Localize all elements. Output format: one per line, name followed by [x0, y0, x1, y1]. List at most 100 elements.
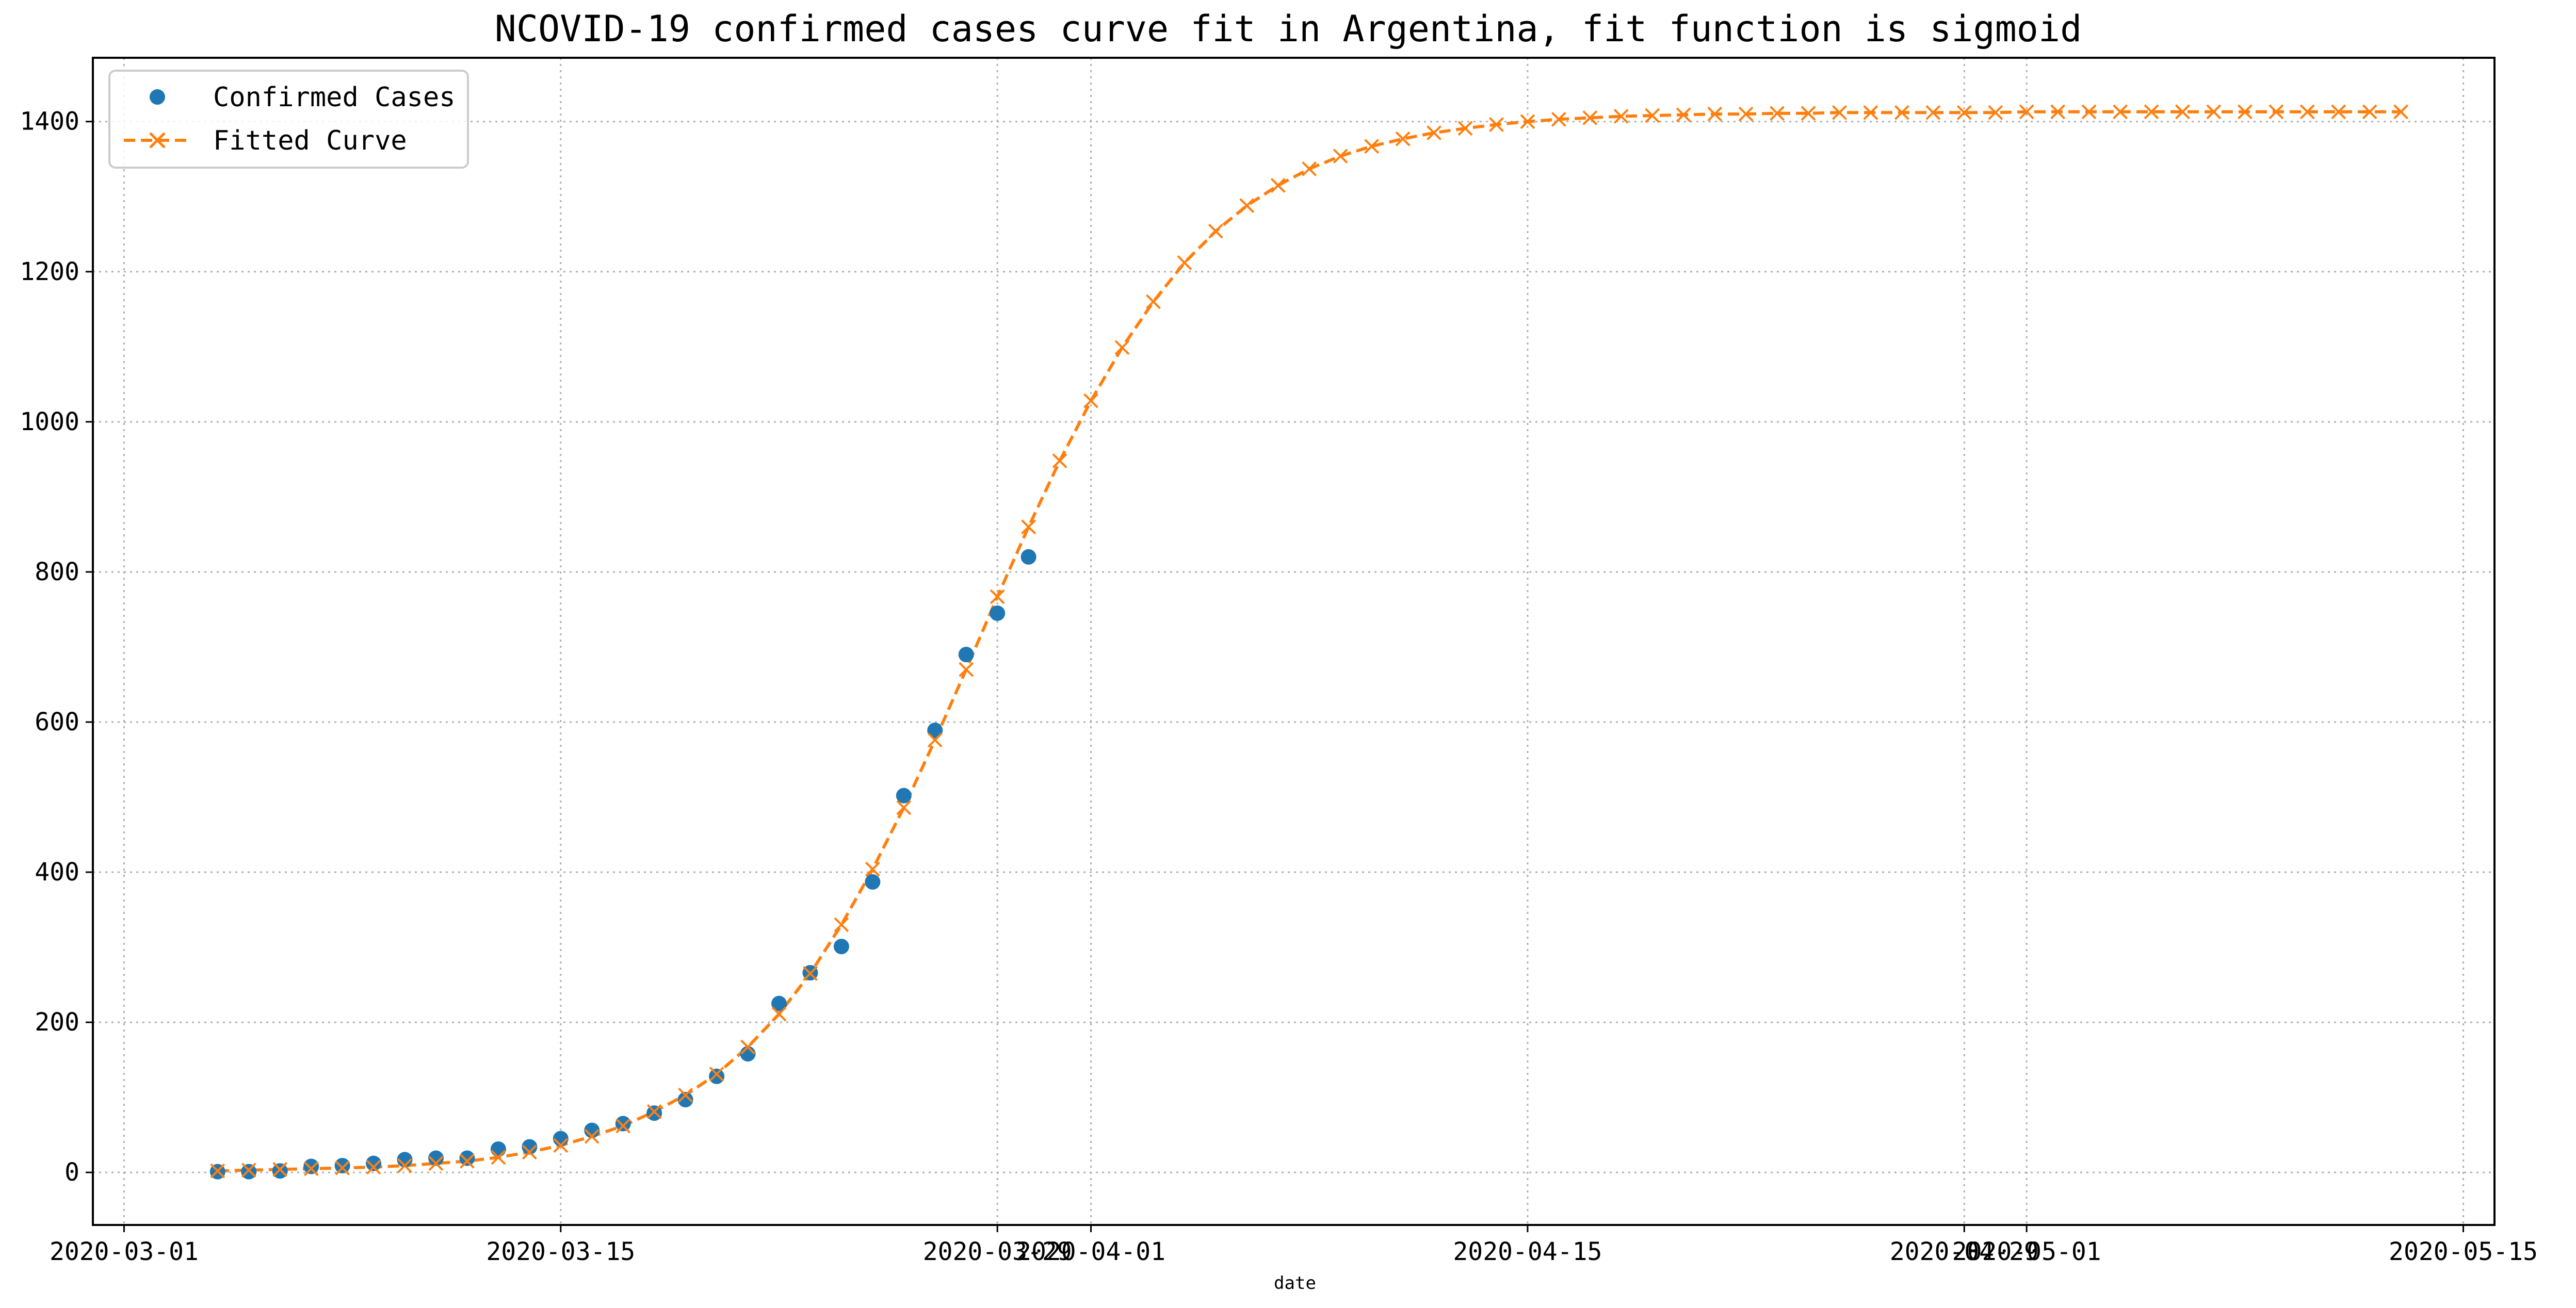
y-tick-label: 1400 [20, 107, 79, 136]
confirmed-cases-point [428, 1150, 444, 1166]
legend-marker-confirmed-cases [150, 89, 165, 105]
fitted-curve-marker [335, 1160, 350, 1175]
confirmed-cases-point [490, 1141, 506, 1157]
fitted-curve-marker [1894, 105, 1909, 120]
fitted-curve-marker [210, 1163, 225, 1179]
x-tick-label: 2020-05-01 [1952, 1237, 2101, 1266]
legend-label-confirmed-cases: Confirmed Cases [213, 82, 456, 113]
fitted-curve-marker [2050, 104, 2066, 120]
fitted-curve-marker [740, 1039, 755, 1055]
confirmed-cases-point [241, 1164, 257, 1180]
confirmed-cases-point [522, 1139, 538, 1155]
y-tick-label: 800 [35, 558, 79, 586]
fitted-curve-marker [865, 861, 880, 877]
legend-box [108, 70, 469, 169]
fitted-curve-marker [1302, 161, 1317, 176]
x-tick-label: 2020-04-29 [1890, 1237, 2039, 1266]
fitted-curve-marker [2362, 104, 2377, 120]
fitted-curve-marker [272, 1162, 288, 1177]
fitted-curve-marker [1083, 393, 1098, 408]
x-tick-label: 2020-05-15 [2389, 1237, 2538, 1266]
confirmed-cases-point [927, 722, 943, 738]
fitted-curve-marker [1208, 223, 1223, 239]
fitted-curve-marker [1239, 198, 1255, 214]
axis-ticks: 0 200 400 600 800 1000 1200 1400 2020-03-01 2020-… [20, 107, 2538, 1266]
x-axis-label: date [1274, 1273, 1316, 1294]
chart-title: NCOVID-19 confirmed cases curve fit in A… [495, 8, 2082, 50]
confirmed-cases-point [459, 1150, 475, 1166]
confirmed-cases-point [990, 605, 1006, 621]
fitted-curve-marker [553, 1138, 569, 1153]
fitted-curve-marker [771, 1006, 787, 1022]
confirmed-cases-point [771, 995, 787, 1011]
fitted-curve-marker [1395, 131, 1411, 146]
fitted-curve-marker [2113, 104, 2128, 120]
fitted-curve-marker [1613, 109, 1629, 124]
x-tick-label: 2020-03-01 [50, 1237, 199, 1266]
fitted-curve-marker [678, 1087, 693, 1103]
fitted-curve-marker [303, 1161, 319, 1176]
fitted-curve-marker [896, 800, 912, 815]
fitted-curve-marker [1489, 117, 1504, 132]
fitted-curve-marker [1707, 106, 1723, 122]
fitted-curve-marker [2081, 104, 2097, 120]
fitted-curve-marker [990, 589, 1005, 604]
fitted-curve-marker [1146, 294, 1161, 309]
fitted-curve-marker [1863, 105, 1878, 120]
confirmed-cases-point [646, 1105, 662, 1121]
fitted-curve-marker [2331, 104, 2346, 120]
fitted-curve-marker [1956, 105, 1972, 120]
confirmed-cases-point [303, 1158, 319, 1174]
fitted-curve-marker [1114, 340, 1130, 355]
fitted-curve-marker [460, 1153, 475, 1169]
y-tick-label: 1200 [20, 257, 79, 286]
plot-frame [92, 57, 2496, 1226]
fitted-curve-marker [1052, 453, 1067, 468]
fitted-curve-marker [2175, 104, 2190, 120]
confirmed-cases-point [584, 1122, 600, 1138]
y-tick-label: 400 [35, 858, 79, 887]
y-tick-label: 200 [35, 1008, 79, 1037]
legend-label-fitted-curve: Fitted Curve [213, 125, 407, 156]
legend: Confirmed Cases Fitted Curve [108, 70, 469, 169]
fitted-curve-marker [1988, 105, 2003, 120]
fitted-curve-marker [584, 1129, 600, 1144]
confirmed-cases-point [366, 1155, 382, 1171]
x-tick-label: 2020-03-29 [923, 1237, 1072, 1266]
fitted-curve-marker [428, 1156, 444, 1171]
confirmed-cases-point [615, 1116, 631, 1132]
y-tick-label: 1000 [20, 407, 79, 436]
x-tick-label: 2020-03-15 [486, 1237, 635, 1266]
fitted-curve-marker [1770, 106, 1785, 121]
fitted-curve-marker [522, 1144, 537, 1160]
fitted-curve-marker [1364, 139, 1380, 154]
fitted-curve-marker [709, 1067, 724, 1082]
fitted-curve-marker [1738, 106, 1754, 122]
fitted-curve-marker [2019, 104, 2034, 120]
fitted-curve-marker [2206, 104, 2222, 120]
fitted-curve-marker [1551, 111, 1566, 127]
fitted-curve-marker [615, 1118, 631, 1134]
confirmed-cases-point [334, 1158, 350, 1174]
confirmed-cases-point [896, 788, 912, 804]
fitted-curve-marker [1177, 255, 1192, 270]
fitted-curve-marker [241, 1163, 256, 1178]
confirmed-cases-point [833, 939, 849, 955]
fitted-curve-marker [2237, 104, 2253, 120]
fitted-curve-marker [959, 662, 974, 677]
fitted-curve-marker [834, 917, 849, 933]
fitted-curve-marker [1832, 105, 1847, 120]
fitted-curve-marker [927, 732, 943, 748]
fitted-curve-marker [1457, 121, 1473, 136]
confirmed-cases-point [272, 1163, 288, 1179]
fitted-curve-marker [646, 1104, 662, 1119]
fitted-curve-marker [1427, 125, 1441, 140]
confirmed-cases-point [397, 1152, 413, 1168]
plot-series [209, 104, 2409, 1180]
x-tick-label: 2020-04-01 [1016, 1237, 1165, 1266]
fitted-curve-marker [2269, 104, 2284, 120]
fitted-curve-marker [397, 1158, 412, 1173]
fitted-curve-marker [366, 1159, 381, 1175]
